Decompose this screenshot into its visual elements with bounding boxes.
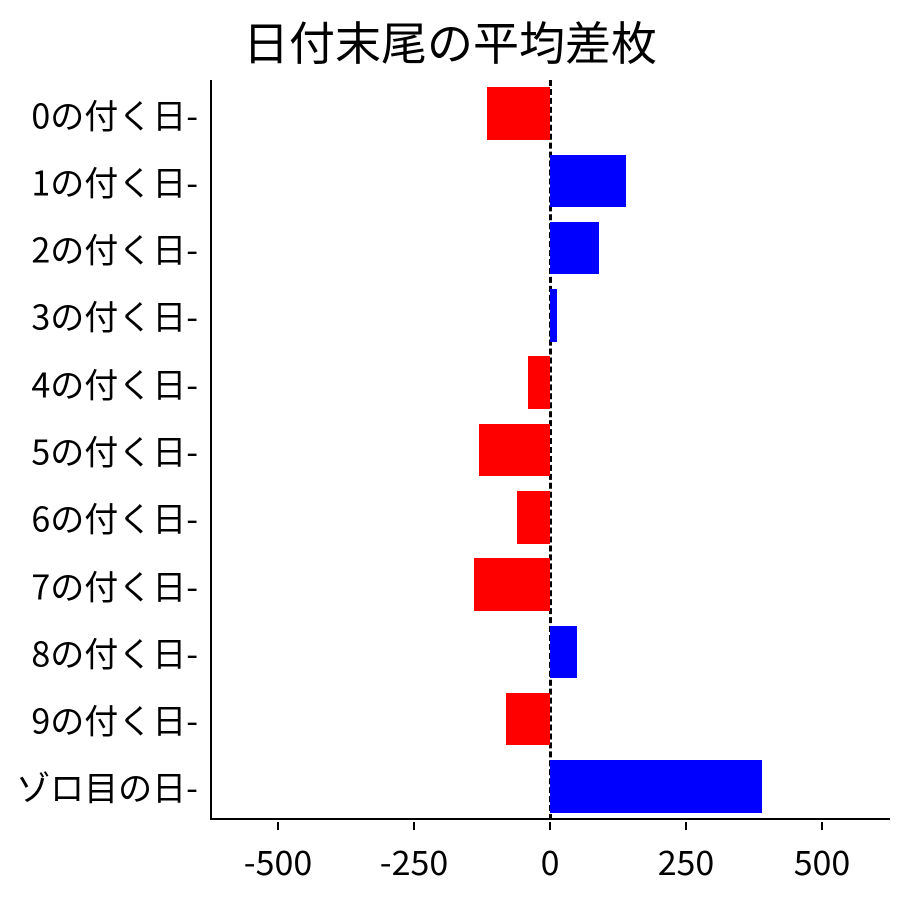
- bar: [528, 356, 550, 408]
- y-axis-labels: 0の付く日- 1の付く日- 2の付く日- 3の付く日- 4の付く日- 5の付く日- 6の付く…: [0, 80, 198, 820]
- bar: [550, 155, 626, 207]
- x-tick-label: 500: [794, 836, 851, 885]
- plot-area: [210, 80, 890, 820]
- y-tick-label: 2の付く日-: [31, 224, 198, 273]
- y-tick-label: 3の付く日-: [31, 291, 198, 340]
- bar: [550, 626, 577, 678]
- y-tick-label: 7の付く日-: [31, 560, 198, 609]
- bar: [517, 491, 550, 543]
- x-axis-labels: -500 -250 0 250 500: [210, 830, 890, 890]
- x-axis-line: [210, 818, 890, 820]
- chart-title: 日付末尾の平均差枚: [0, 8, 900, 74]
- bar: [479, 424, 550, 476]
- bar: [550, 222, 599, 274]
- y-tick-label: 1の付く日-: [31, 156, 198, 205]
- x-tick: [277, 822, 279, 830]
- x-tick-label: 250: [658, 836, 715, 885]
- y-tick-label: ゾロ目の日-: [16, 762, 198, 811]
- y-tick-label: 0の付く日-: [31, 89, 198, 138]
- x-tick: [549, 822, 551, 830]
- x-tick-label: -250: [380, 836, 448, 885]
- y-tick-label: 5の付く日-: [31, 426, 198, 475]
- y-axis-line: [210, 80, 212, 820]
- x-tick-label: -500: [244, 836, 312, 885]
- x-tick: [413, 822, 415, 830]
- x-tick: [685, 822, 687, 830]
- y-tick-label: 9の付く日-: [31, 695, 198, 744]
- y-tick-label: 4の付く日-: [31, 358, 198, 407]
- x-tick-label: 0: [541, 836, 560, 885]
- bar: [550, 289, 557, 341]
- bar: [487, 87, 550, 139]
- bar: [506, 693, 550, 745]
- bar: [474, 558, 550, 610]
- y-tick-label: 6の付く日-: [31, 493, 198, 542]
- x-tick: [821, 822, 823, 830]
- chart-container: 日付末尾の平均差枚 0の付く日- 1の付く日- 2の付く日- 3の付く日- 4の付く日-…: [0, 0, 900, 900]
- bar: [550, 760, 762, 812]
- y-tick-label: 8の付く日-: [31, 627, 198, 676]
